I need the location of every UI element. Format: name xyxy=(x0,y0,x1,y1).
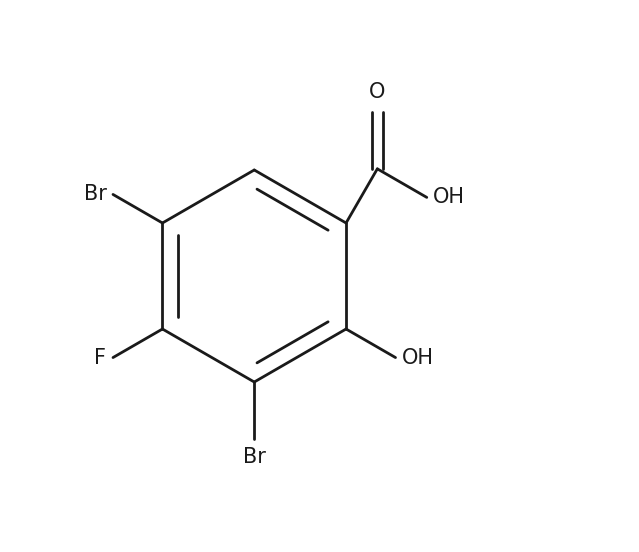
Text: F: F xyxy=(95,348,107,368)
Text: OH: OH xyxy=(433,187,465,208)
Text: O: O xyxy=(369,82,385,102)
Text: OH: OH xyxy=(402,348,434,368)
Text: Br: Br xyxy=(243,447,266,466)
Text: Br: Br xyxy=(84,184,107,204)
